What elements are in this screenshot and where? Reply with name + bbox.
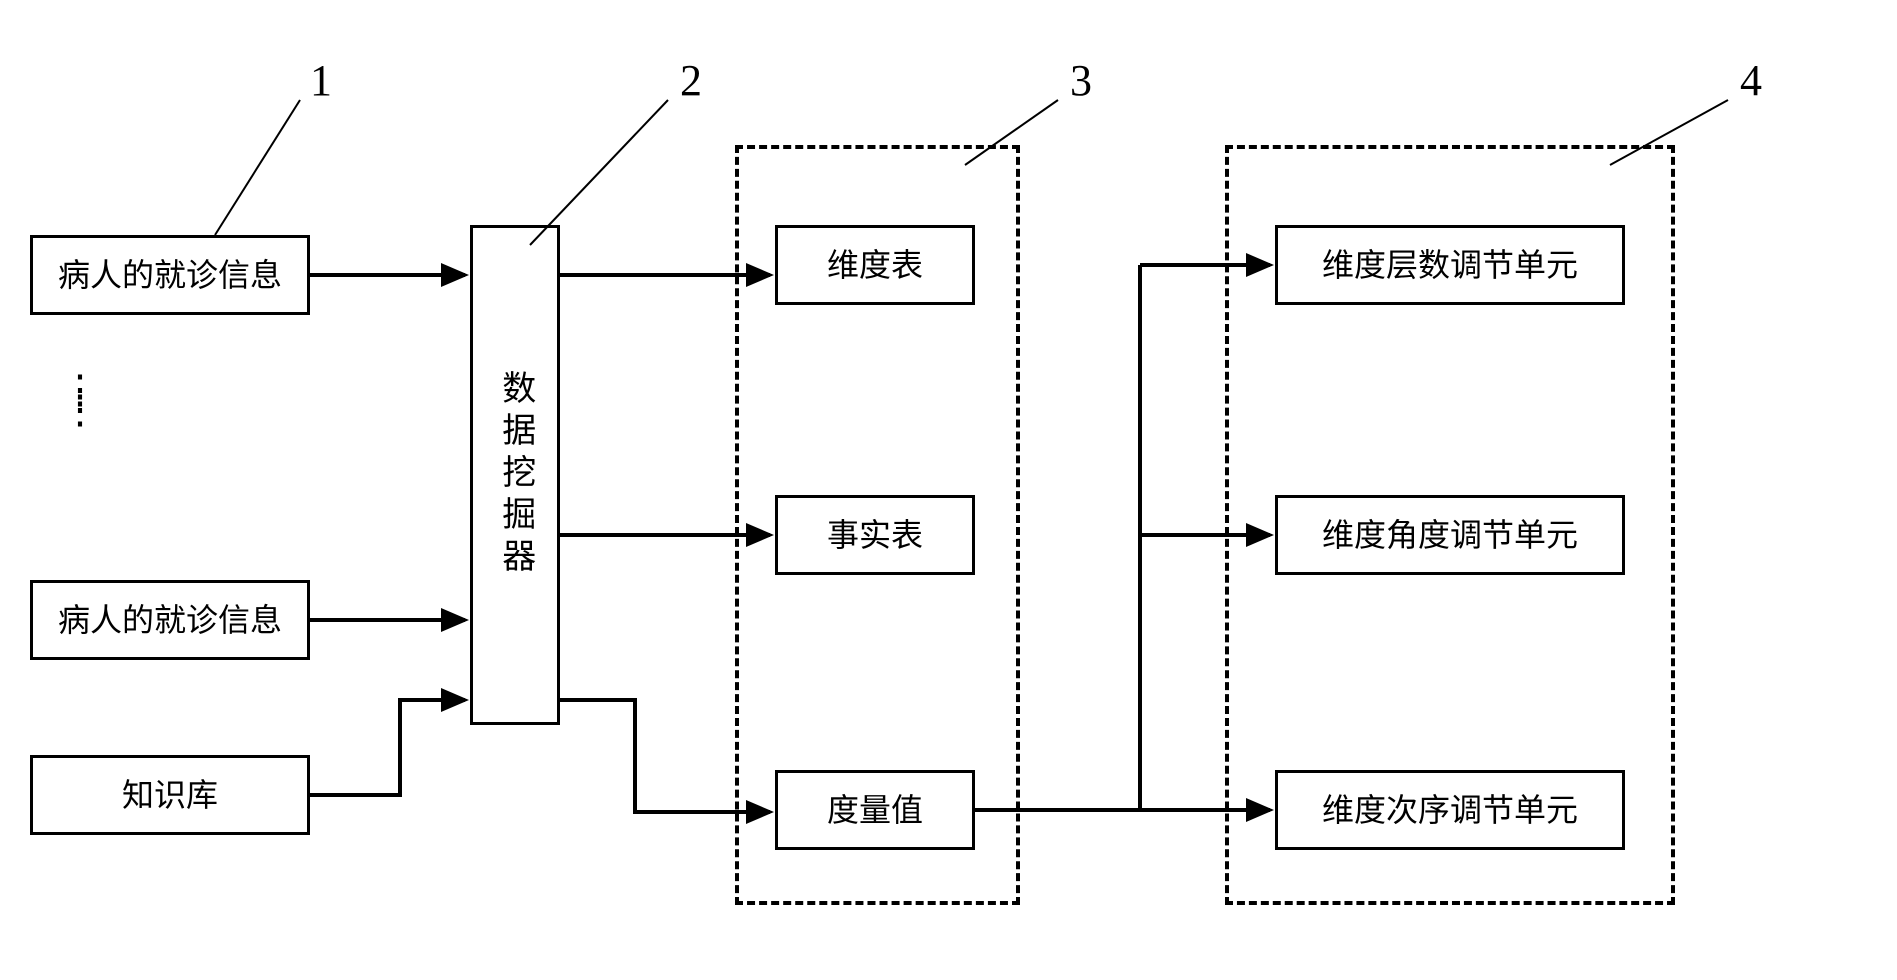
node-input-1: 病人的就诊信息 [30,235,310,315]
node-dim-angle-unit: 维度角度调节单元 [1275,495,1625,575]
node-fact-table-label: 事实表 [827,513,923,558]
node-dim-angle-unit-label: 维度角度调节单元 [1322,513,1578,558]
node-dimension-table-label: 维度表 [827,243,923,288]
node-dim-layer-unit-label: 维度层数调节单元 [1322,243,1578,288]
node-input-2: 病人的就诊信息 [30,580,310,660]
node-data-miner: 数据挖掘器 [470,225,560,725]
vertical-dots: ⋮⋮ [60,380,100,420]
node-input-3-label: 知识库 [122,773,218,818]
label-4: 4 [1740,55,1762,106]
node-dim-layer-unit: 维度层数调节单元 [1275,225,1625,305]
label-3: 3 [1070,55,1092,106]
node-measure-value-label: 度量值 [827,788,923,833]
label-1: 1 [310,55,332,106]
node-dimension-table: 维度表 [775,225,975,305]
node-dim-order-unit: 维度次序调节单元 [1275,770,1625,850]
label-2: 2 [680,55,702,106]
node-data-miner-label: 数据挖掘器 [491,370,539,580]
node-dim-order-unit-label: 维度次序调节单元 [1322,788,1578,833]
node-measure-value: 度量值 [775,770,975,850]
node-input-1-label: 病人的就诊信息 [58,253,282,298]
node-input-2-label: 病人的就诊信息 [58,598,282,643]
node-input-3: 知识库 [30,755,310,835]
node-fact-table: 事实表 [775,495,975,575]
